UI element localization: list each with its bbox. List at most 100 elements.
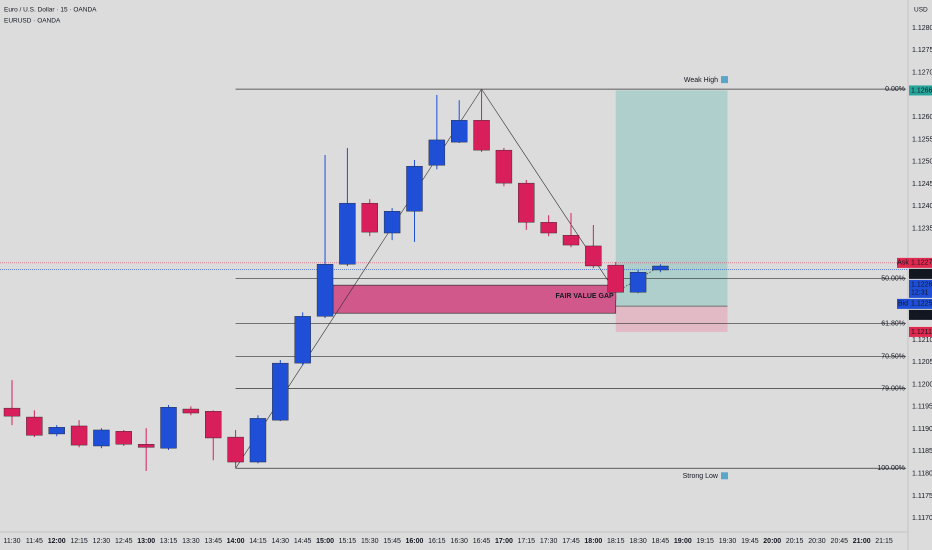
candle-body bbox=[629, 272, 647, 293]
y-tick-label: 1.12750 bbox=[912, 47, 932, 54]
y-tick-label: 1.11700 bbox=[912, 515, 932, 522]
y-tick-label: 1.12350 bbox=[912, 225, 932, 232]
x-tick-label: 16:45 bbox=[473, 538, 491, 545]
x-tick-label: 13:45 bbox=[204, 538, 222, 545]
x-tick-label: 15:45 bbox=[383, 538, 401, 545]
x-tick-label: 20:45 bbox=[831, 538, 849, 545]
price-flag-label: 1.12258 bbox=[911, 301, 932, 308]
candle-body bbox=[383, 210, 401, 234]
position-target-zone bbox=[615, 90, 728, 307]
price-flag bbox=[909, 268, 932, 279]
price-flag-label: 1.12266 bbox=[911, 271, 932, 278]
candle-body bbox=[26, 416, 43, 436]
y-tick-label: 1.11900 bbox=[912, 426, 932, 433]
candle-body bbox=[451, 120, 468, 143]
x-tick-label: 19:00 bbox=[674, 538, 692, 545]
strong-low-label: Strong Low bbox=[683, 473, 719, 480]
candle-body bbox=[3, 407, 21, 417]
fair-value-gap bbox=[332, 284, 617, 314]
candle-body bbox=[518, 182, 535, 223]
y-tick-label: 1.12000 bbox=[912, 381, 932, 388]
y-tick-label: 1.11750 bbox=[912, 493, 932, 500]
x-tick-label: 13:30 bbox=[182, 538, 200, 545]
candle-body bbox=[428, 139, 446, 166]
price-flag-tag bbox=[897, 257, 909, 268]
candle-body bbox=[115, 431, 133, 445]
y-tick-label: 1.12450 bbox=[912, 181, 932, 188]
countdown-label: 12:31 bbox=[911, 290, 929, 297]
x-tick-label: 12:15 bbox=[70, 538, 88, 545]
y-tick-label: 1.12500 bbox=[912, 159, 932, 166]
x-tick-label: 20:00 bbox=[763, 538, 781, 545]
y-tick-label: 1.12800 bbox=[912, 25, 932, 32]
x-tick-label: 20:30 bbox=[808, 538, 826, 545]
candle-body bbox=[562, 235, 580, 246]
candle-body bbox=[607, 264, 624, 293]
price-flag-label: 1.12176 bbox=[911, 312, 932, 319]
candle-body bbox=[160, 407, 177, 449]
fib-level-label: 70.50% bbox=[881, 353, 905, 360]
x-tick-label: 13:15 bbox=[160, 538, 178, 545]
candle-body bbox=[585, 245, 602, 267]
fib-level-label: 50.00% bbox=[881, 276, 905, 283]
fib-level-label: 0.00% bbox=[885, 86, 905, 93]
candle-body bbox=[205, 411, 222, 439]
x-tick-label: 18:15 bbox=[607, 538, 625, 545]
price-flag bbox=[909, 257, 932, 268]
candle-body bbox=[182, 408, 200, 414]
x-tick-label: 11:30 bbox=[4, 538, 21, 545]
x-tick-label: 18:00 bbox=[584, 538, 602, 545]
strong-low-icon bbox=[721, 472, 728, 480]
y-tick-label: 1.12400 bbox=[912, 203, 932, 210]
x-tick-label: 18:45 bbox=[652, 538, 670, 545]
candle-body bbox=[137, 444, 155, 448]
x-tick-label: 21:00 bbox=[853, 538, 871, 545]
fib-level-label: 61.80% bbox=[881, 320, 905, 327]
price-flag bbox=[909, 309, 932, 320]
x-tick-label: 20:15 bbox=[786, 538, 804, 545]
price-flag-tag bbox=[897, 298, 909, 309]
candle-body bbox=[294, 316, 311, 364]
y-tick-label: 1.11850 bbox=[912, 448, 932, 455]
x-tick-label: 14:00 bbox=[227, 538, 245, 545]
y-tick-label: 1.11950 bbox=[912, 404, 932, 411]
candle-body bbox=[249, 418, 267, 463]
candle-body bbox=[227, 436, 244, 463]
x-tick-label: 12:00 bbox=[48, 538, 66, 545]
y-tick-label: 1.12050 bbox=[912, 359, 932, 366]
candle-body bbox=[652, 265, 669, 271]
price-flag-name: Bid bbox=[898, 301, 908, 308]
x-tick-label: 15:30 bbox=[361, 538, 379, 545]
y-tick-label: 1.12600 bbox=[912, 114, 932, 121]
x-tick-label: 17:15 bbox=[518, 538, 536, 545]
currency-label: USD bbox=[914, 7, 928, 14]
position-stop-zone bbox=[615, 306, 728, 332]
candle-body bbox=[495, 149, 513, 184]
x-tick-label: 15:00 bbox=[316, 538, 334, 545]
price-flag bbox=[909, 279, 932, 298]
x-tick-label: 19:30 bbox=[719, 538, 737, 545]
x-tick-label: 14:30 bbox=[272, 538, 290, 545]
x-tick-label: 16:30 bbox=[450, 538, 468, 545]
x-tick-label: 18:30 bbox=[629, 538, 647, 545]
x-tick-label: 14:15 bbox=[249, 538, 267, 545]
x-tick-label: 17:45 bbox=[562, 538, 580, 545]
candle-body bbox=[70, 425, 88, 446]
candle-body bbox=[48, 427, 65, 435]
x-tick-label: 13:00 bbox=[137, 538, 155, 545]
fib-level-label: 79.00% bbox=[881, 386, 905, 393]
y-tick-label: 1.12550 bbox=[912, 136, 932, 143]
x-tick-label: 17:30 bbox=[540, 538, 558, 545]
weak-high-icon bbox=[721, 76, 728, 84]
price-flag-name: Ask bbox=[897, 260, 909, 267]
x-tick-label: 19:15 bbox=[696, 538, 714, 545]
price-flag-label: 1.12273 bbox=[911, 260, 932, 267]
x-tick-label: 21:15 bbox=[875, 538, 893, 545]
candle-body bbox=[406, 165, 423, 212]
price-flag-label: 1.12118 bbox=[911, 329, 932, 336]
fib-level-label: 100.00% bbox=[877, 465, 905, 472]
price-flag-label: 1.12266 bbox=[911, 282, 932, 289]
candle-body bbox=[540, 222, 557, 234]
x-tick-label: 16:15 bbox=[428, 538, 446, 545]
